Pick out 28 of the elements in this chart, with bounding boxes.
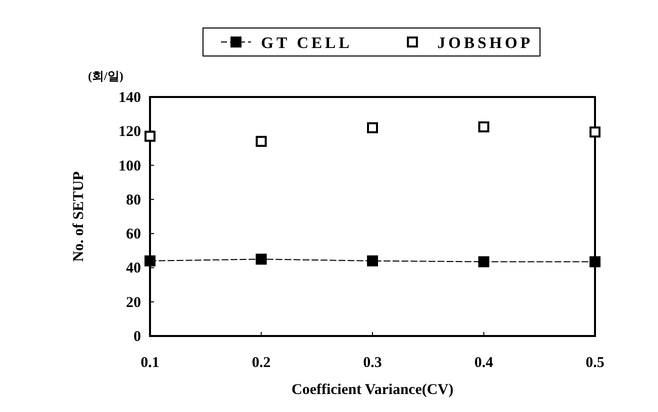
y-tick-label: 80 xyxy=(126,192,141,208)
point xyxy=(367,122,378,134)
y-tick-label: 120 xyxy=(118,124,141,140)
y-tick-label: 20 xyxy=(126,294,141,311)
y-tick-label: 0 xyxy=(134,329,141,345)
legend-label: GT CELL xyxy=(261,35,352,52)
y-tick-label: 40 xyxy=(126,260,141,277)
y-axis-title: No. of SETUP xyxy=(71,171,87,262)
y-tick-label: 60 xyxy=(126,226,141,243)
point xyxy=(144,255,156,266)
point xyxy=(256,136,267,147)
y-tick-label: 140 xyxy=(118,90,141,106)
x-tick-label: 0.2 xyxy=(252,355,271,371)
point xyxy=(144,130,156,142)
x-tick-label: 0.5 xyxy=(586,355,604,371)
point xyxy=(590,126,600,138)
legend-label: JOBSHOP xyxy=(437,35,534,52)
point xyxy=(590,256,600,268)
point xyxy=(256,254,267,265)
x-tick-label: 0.1 xyxy=(140,355,160,371)
point xyxy=(478,121,490,132)
point xyxy=(367,255,378,266)
y-tick-label: 100 xyxy=(118,158,141,174)
x-tick-label: 0.3 xyxy=(363,355,382,371)
x-tick-label: 0.4 xyxy=(474,355,494,371)
point xyxy=(478,256,490,268)
text: (회/일) xyxy=(88,69,124,83)
x-axis-title: Coefficient Variance(CV) xyxy=(291,382,454,398)
